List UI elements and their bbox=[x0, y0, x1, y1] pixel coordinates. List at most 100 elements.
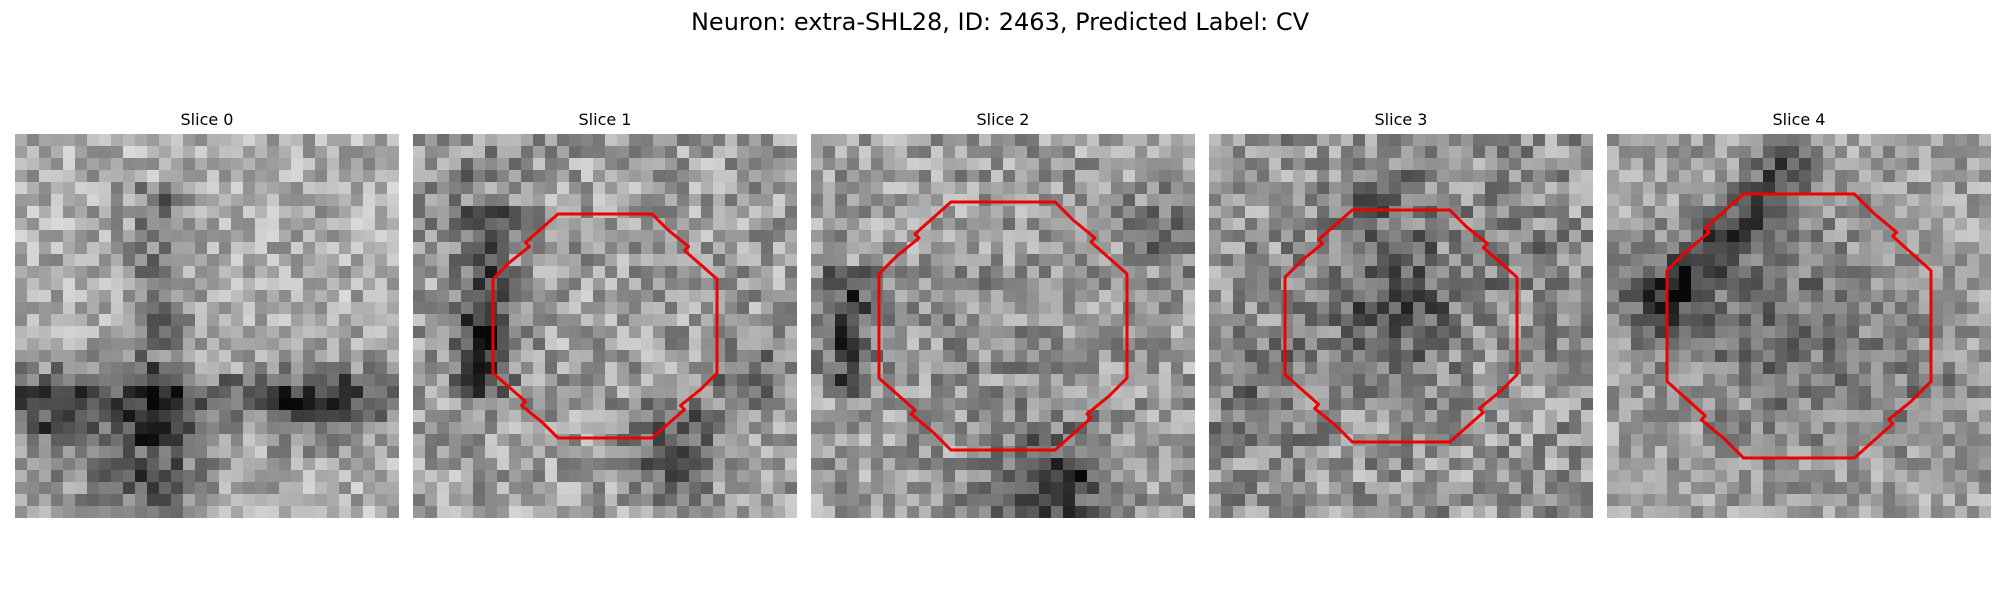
pixel bbox=[1209, 350, 1221, 362]
pixel bbox=[1473, 218, 1485, 230]
pixel bbox=[219, 194, 231, 206]
pixel bbox=[267, 362, 279, 374]
pixel bbox=[1183, 278, 1195, 290]
pixel bbox=[1859, 134, 1871, 146]
pixel bbox=[629, 398, 641, 410]
pixel bbox=[351, 242, 363, 254]
pixel bbox=[63, 170, 75, 182]
pixel bbox=[1209, 482, 1221, 494]
pixel bbox=[1907, 326, 1919, 338]
pixel bbox=[1919, 410, 1931, 422]
pixel bbox=[1955, 230, 1967, 242]
pixel bbox=[437, 458, 449, 470]
pixel bbox=[713, 494, 725, 506]
pixel bbox=[979, 302, 991, 314]
pixel bbox=[231, 362, 243, 374]
pixel bbox=[773, 170, 785, 182]
pixel bbox=[713, 422, 725, 434]
pixel bbox=[1485, 158, 1497, 170]
pixel bbox=[363, 158, 375, 170]
pixel bbox=[1233, 254, 1245, 266]
pixel bbox=[279, 242, 291, 254]
pixel bbox=[701, 362, 713, 374]
pixel bbox=[39, 314, 51, 326]
pixel bbox=[835, 482, 847, 494]
pixel bbox=[339, 386, 351, 398]
pixel bbox=[1257, 182, 1269, 194]
pixel bbox=[907, 386, 919, 398]
pixel bbox=[653, 242, 665, 254]
pixel bbox=[1871, 446, 1883, 458]
pixel bbox=[1233, 146, 1245, 158]
pixel bbox=[1607, 326, 1619, 338]
pixel bbox=[449, 482, 461, 494]
pixel bbox=[931, 182, 943, 194]
pixel bbox=[473, 206, 485, 218]
pixel bbox=[1581, 410, 1593, 422]
pixel bbox=[773, 482, 785, 494]
pixel bbox=[267, 182, 279, 194]
pixel bbox=[545, 206, 557, 218]
pixel bbox=[943, 326, 955, 338]
pixel bbox=[1883, 386, 1895, 398]
pixel bbox=[931, 362, 943, 374]
pixel bbox=[75, 134, 87, 146]
pixel bbox=[485, 242, 497, 254]
pixel bbox=[1015, 146, 1027, 158]
pixel bbox=[147, 182, 159, 194]
pixel bbox=[219, 506, 231, 518]
pixel bbox=[87, 326, 99, 338]
pixel bbox=[219, 146, 231, 158]
pixel bbox=[1835, 170, 1847, 182]
pixel bbox=[1377, 194, 1389, 206]
pixel bbox=[1257, 350, 1269, 362]
pixel bbox=[931, 482, 943, 494]
pixel bbox=[1967, 398, 1979, 410]
pixel bbox=[1679, 182, 1691, 194]
pixel bbox=[1099, 194, 1111, 206]
pixel bbox=[1763, 362, 1775, 374]
pixel bbox=[1979, 314, 1991, 326]
pixel bbox=[859, 386, 871, 398]
pixel bbox=[255, 470, 267, 482]
pixel bbox=[1245, 482, 1257, 494]
pixel bbox=[279, 482, 291, 494]
pixel bbox=[1123, 254, 1135, 266]
pixel bbox=[1943, 194, 1955, 206]
pixel bbox=[1691, 134, 1703, 146]
pixel bbox=[327, 314, 339, 326]
pixel bbox=[291, 482, 303, 494]
pixel bbox=[1763, 134, 1775, 146]
pixel bbox=[1329, 410, 1341, 422]
pixel bbox=[1135, 314, 1147, 326]
pixel bbox=[387, 338, 399, 350]
pixel bbox=[1485, 506, 1497, 518]
pixel bbox=[243, 182, 255, 194]
pixel bbox=[979, 410, 991, 422]
pixel bbox=[1269, 374, 1281, 386]
pixel bbox=[1437, 350, 1449, 362]
pixel bbox=[1305, 302, 1317, 314]
pixel bbox=[653, 374, 665, 386]
pixel bbox=[437, 506, 449, 518]
pixel bbox=[1643, 266, 1655, 278]
pixel bbox=[835, 218, 847, 230]
pixel bbox=[859, 254, 871, 266]
pixel bbox=[183, 290, 195, 302]
pixel bbox=[1691, 266, 1703, 278]
pixel bbox=[1111, 218, 1123, 230]
pixel bbox=[267, 458, 279, 470]
pixel bbox=[761, 290, 773, 302]
pixel bbox=[1943, 326, 1955, 338]
pixel bbox=[1955, 446, 1967, 458]
pixel bbox=[991, 230, 1003, 242]
pixel bbox=[327, 386, 339, 398]
pixel bbox=[183, 194, 195, 206]
pixel bbox=[171, 242, 183, 254]
pixel bbox=[1281, 422, 1293, 434]
pixel bbox=[279, 326, 291, 338]
pixel bbox=[425, 398, 437, 410]
pixel bbox=[1221, 374, 1233, 386]
pixel bbox=[87, 446, 99, 458]
pixel bbox=[1679, 302, 1691, 314]
